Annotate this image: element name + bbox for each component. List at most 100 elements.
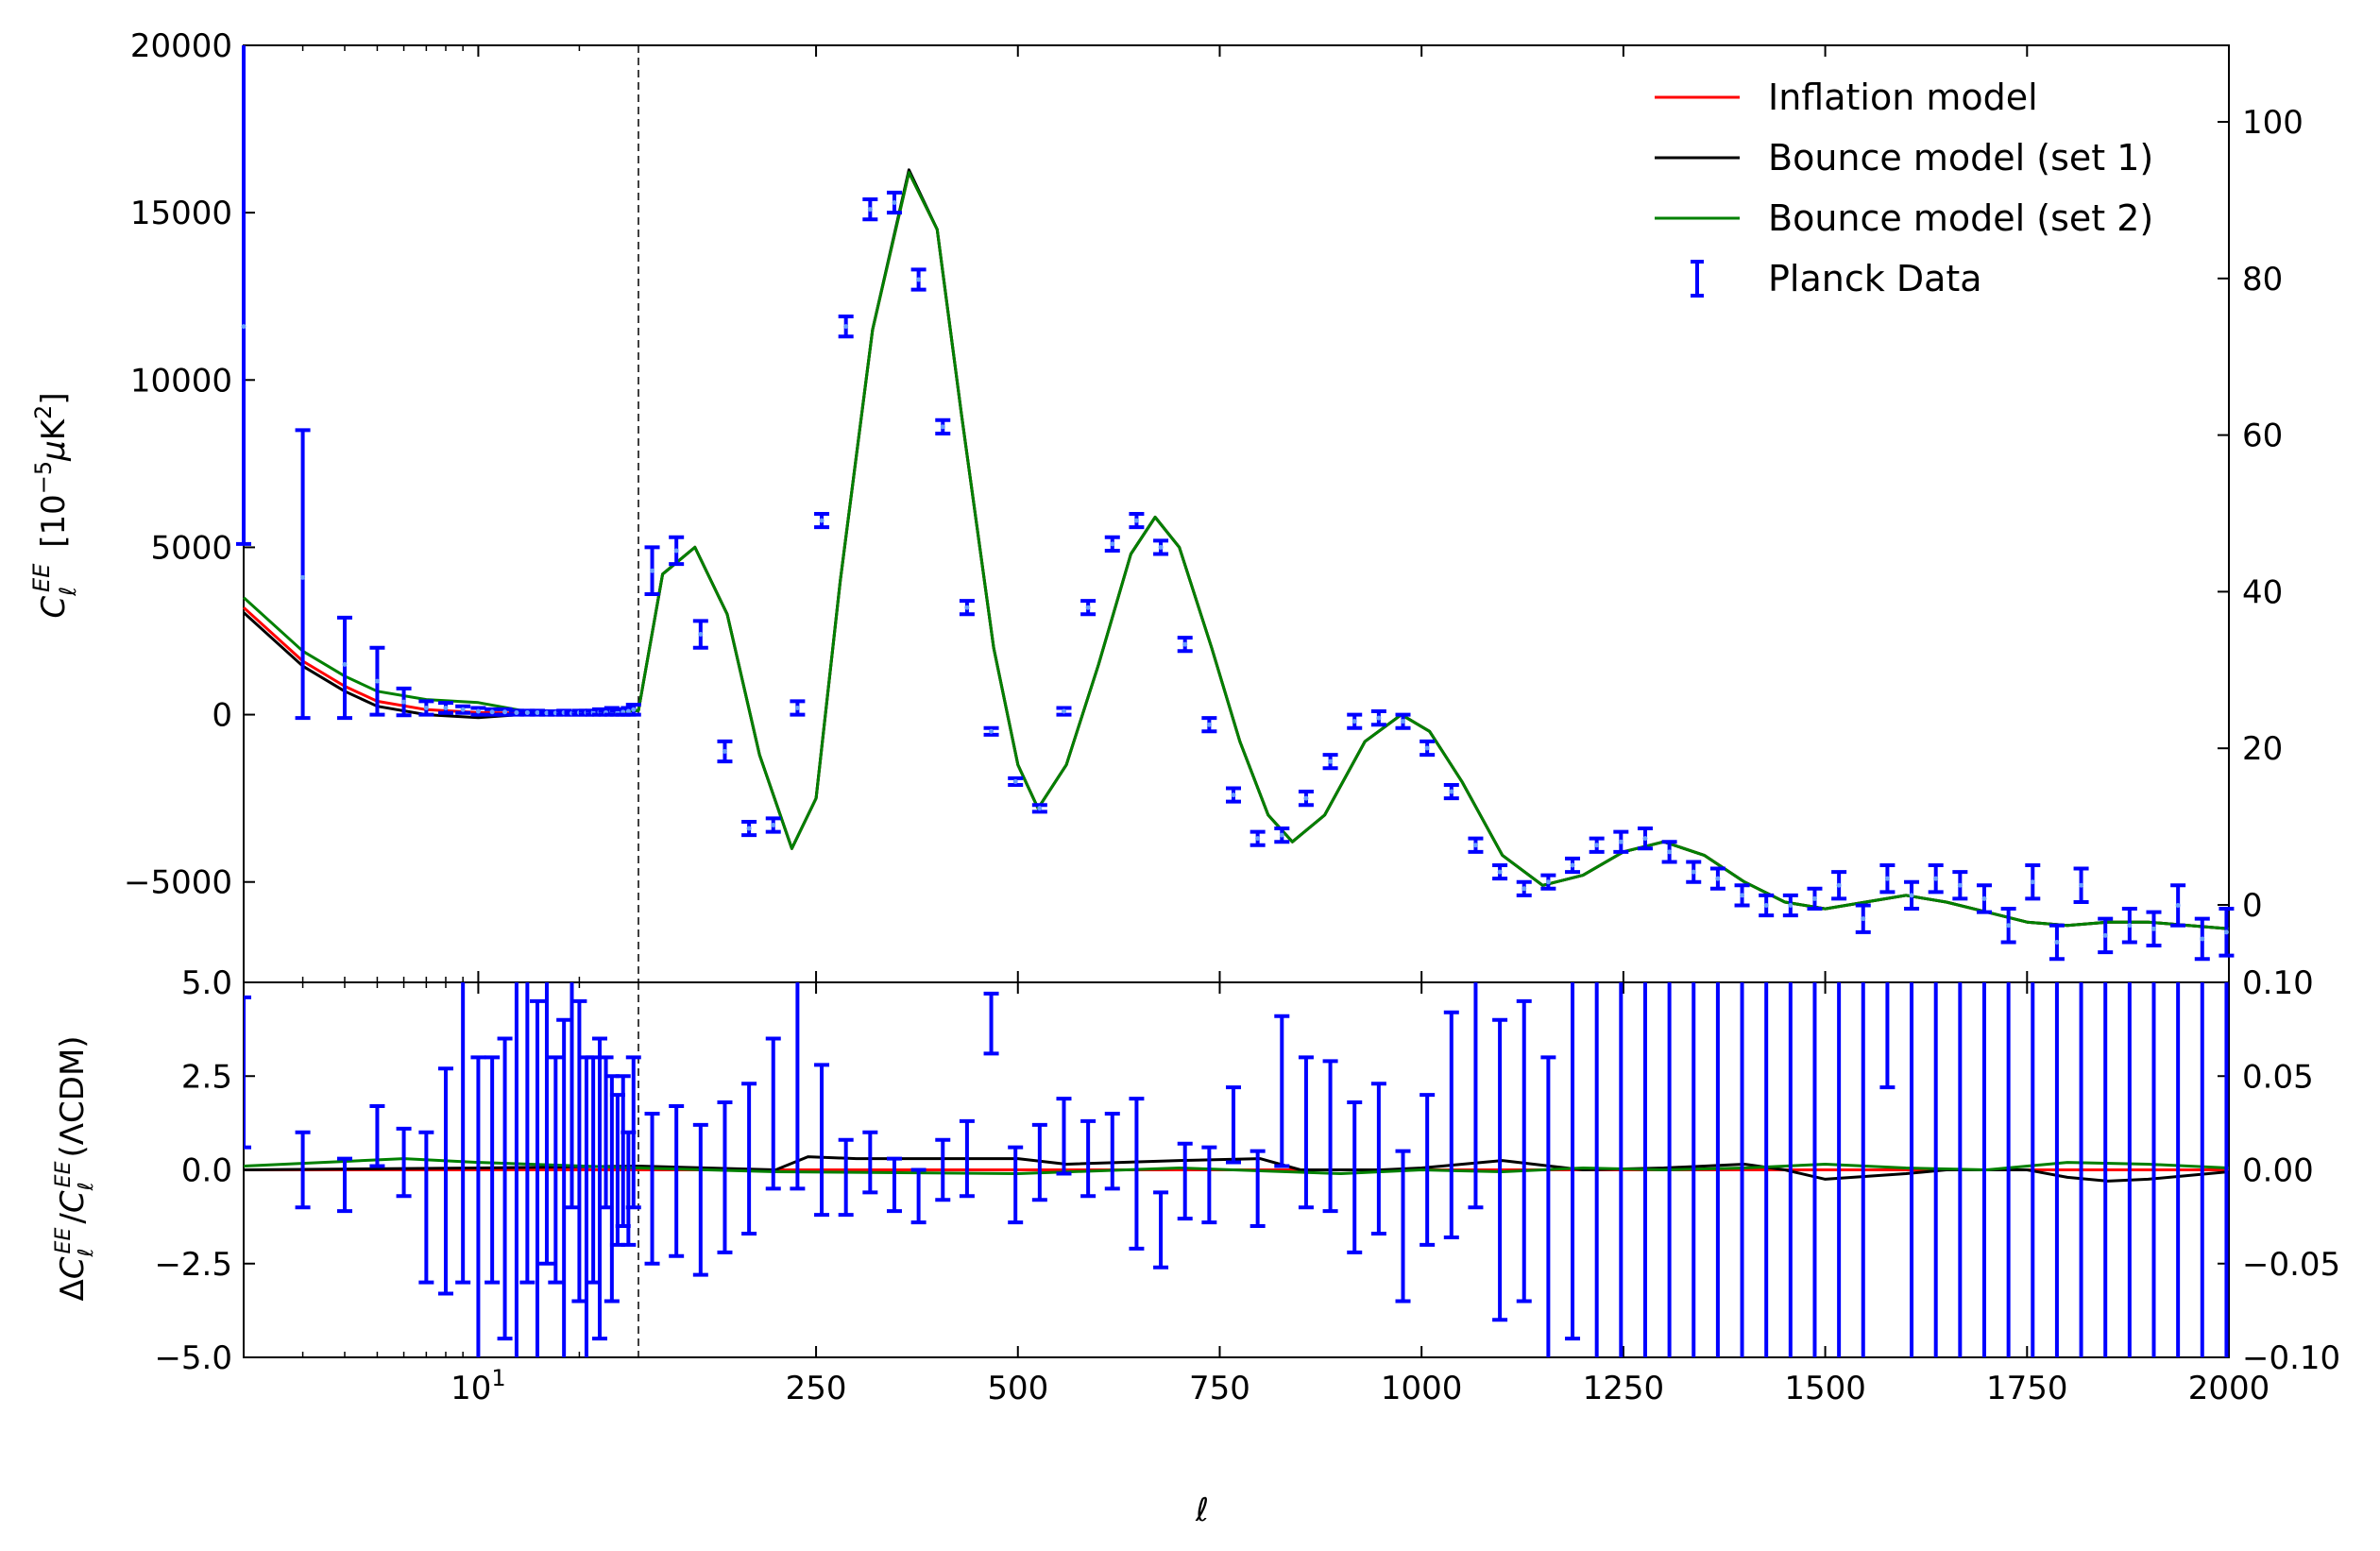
planck-point [1522, 886, 1527, 892]
planck-point [2151, 926, 2157, 931]
main-y-tick-label: 10000 [130, 362, 232, 400]
planck-point [1061, 708, 1066, 714]
planck-point [1401, 719, 1406, 724]
planck-point [2079, 882, 2084, 888]
planck-point [916, 277, 922, 282]
planck-point [1182, 641, 1188, 647]
main-y2-tick-label: 100 [2242, 104, 2304, 142]
planck-point [1642, 836, 1648, 842]
ylabel-part: EE [52, 1161, 76, 1187]
residual-y2-tick-label: 0.00 [2242, 1152, 2314, 1190]
main-y2-tick-label: 80 [2242, 261, 2283, 298]
planck-point [1740, 893, 1745, 898]
residual-y-tick-label: 2.5 [181, 1058, 232, 1096]
residual-y-tick-label: 5.0 [181, 964, 232, 1002]
planck-point [673, 548, 679, 554]
main-y-tick-label: −5000 [124, 864, 232, 902]
residual-y-tick-label: −2.5 [154, 1246, 232, 1284]
planck-point [1352, 719, 1357, 724]
ylabel-part: ℓ [75, 1248, 98, 1257]
ylabel-part: [10 [35, 494, 73, 557]
model-line-bounce-model-set-2- [242, 171, 2230, 930]
planck-point [1231, 793, 1236, 798]
planck-point [1933, 876, 1939, 881]
main-y-tick-label: 0 [212, 697, 232, 735]
residual-x-tick-label: 1750 [1986, 1370, 2068, 1407]
planck-point [502, 709, 508, 715]
planck-point [2006, 923, 2012, 929]
planck-point [771, 822, 776, 827]
planck-point [423, 705, 429, 710]
planck-point [1618, 839, 1624, 844]
planck-point [794, 705, 800, 710]
planck-point [1424, 745, 1430, 751]
main-y2-tick-label: 60 [2242, 418, 2283, 455]
legend-label: Bounce model (set 1) [1768, 137, 2153, 179]
residual-line-bounce-model-set-2- [244, 1157, 2229, 1175]
main-y-tick-label: 15000 [130, 195, 232, 232]
residual-y-tick-label: 0.0 [181, 1152, 232, 1190]
planck-point [443, 705, 449, 710]
planck-point [401, 699, 407, 705]
main-y2-tick-label: 40 [2242, 573, 2283, 611]
legend-item-planck-data: Planck Data [1691, 258, 1982, 299]
planck-point [843, 324, 849, 330]
planck-point [475, 708, 481, 714]
planck-point [892, 200, 897, 206]
planck-point [2102, 932, 2108, 938]
axis-labels: CℓEE [10−5μK2] ΔCℓEE/CℓEE(ΛCDM) ℓ [28, 392, 1209, 1529]
planck-point [1376, 715, 1382, 721]
planck-point [1788, 903, 1794, 909]
planck-point [1594, 843, 1600, 848]
planck-point [1545, 879, 1551, 885]
planck-point [2054, 939, 2060, 945]
residual-y2-tick-label: 0.05 [2242, 1058, 2314, 1096]
planck-point [1472, 843, 1478, 848]
residual-y-tick-label: −5.0 [154, 1339, 232, 1377]
residual-x-tick-label: 1250 [1583, 1370, 1665, 1407]
planck-point [2200, 936, 2205, 942]
residual-x-tick-label: 1000 [1381, 1370, 1463, 1407]
planck-point [631, 707, 637, 712]
planck-point [1981, 895, 1987, 901]
planck-point [722, 749, 727, 755]
planck-point [489, 709, 495, 715]
main-y-tick-label: 5000 [150, 529, 232, 567]
planck-point [2127, 923, 2133, 929]
ylabel-part: C [54, 1190, 92, 1213]
planck-point [1037, 806, 1043, 811]
planck-point [1255, 836, 1261, 842]
planck-point [2223, 929, 2229, 935]
ylabel-part: 2 [30, 405, 57, 419]
planck-point [1328, 758, 1334, 764]
ylabel-part: Δ [54, 1279, 92, 1301]
legend-item-bounce-model-set-2-: Bounce model (set 2) [1655, 197, 2153, 239]
planck-point [374, 678, 380, 684]
residual-x-tick-label: 101 [450, 1365, 506, 1407]
planck-point [1811, 895, 1817, 901]
planck-point [650, 568, 655, 573]
ylabel-part: μ [35, 440, 73, 462]
planck-point [819, 518, 824, 523]
planck-point [460, 707, 466, 712]
legend: Inflation model Bounce model (set 1) Bounc… [1655, 77, 2153, 299]
planck-point [1158, 544, 1164, 550]
planck-point [1206, 722, 1212, 727]
ylabel-part: / [54, 1213, 92, 1224]
main-frame [243, 44, 2230, 983]
planck-point [1497, 869, 1503, 875]
residual-ylabel-text: ΔCℓEE/CℓEE(ΛCDM) [52, 1035, 98, 1301]
planck-point [1715, 876, 1721, 881]
planck-point [544, 710, 550, 716]
tick-exponent: 1 [491, 1365, 505, 1391]
main-ylabel-text: CℓEE [10−5μK2] [28, 392, 81, 618]
planck-point [2030, 879, 2035, 885]
planck-point [342, 661, 348, 667]
planck-point [746, 826, 752, 831]
planck-point [625, 708, 631, 714]
ylabel-part: ℓ [55, 587, 81, 597]
planck-point [867, 207, 873, 213]
planck-point [2175, 903, 2181, 909]
planck-point [524, 709, 530, 715]
planck-point [300, 574, 306, 580]
